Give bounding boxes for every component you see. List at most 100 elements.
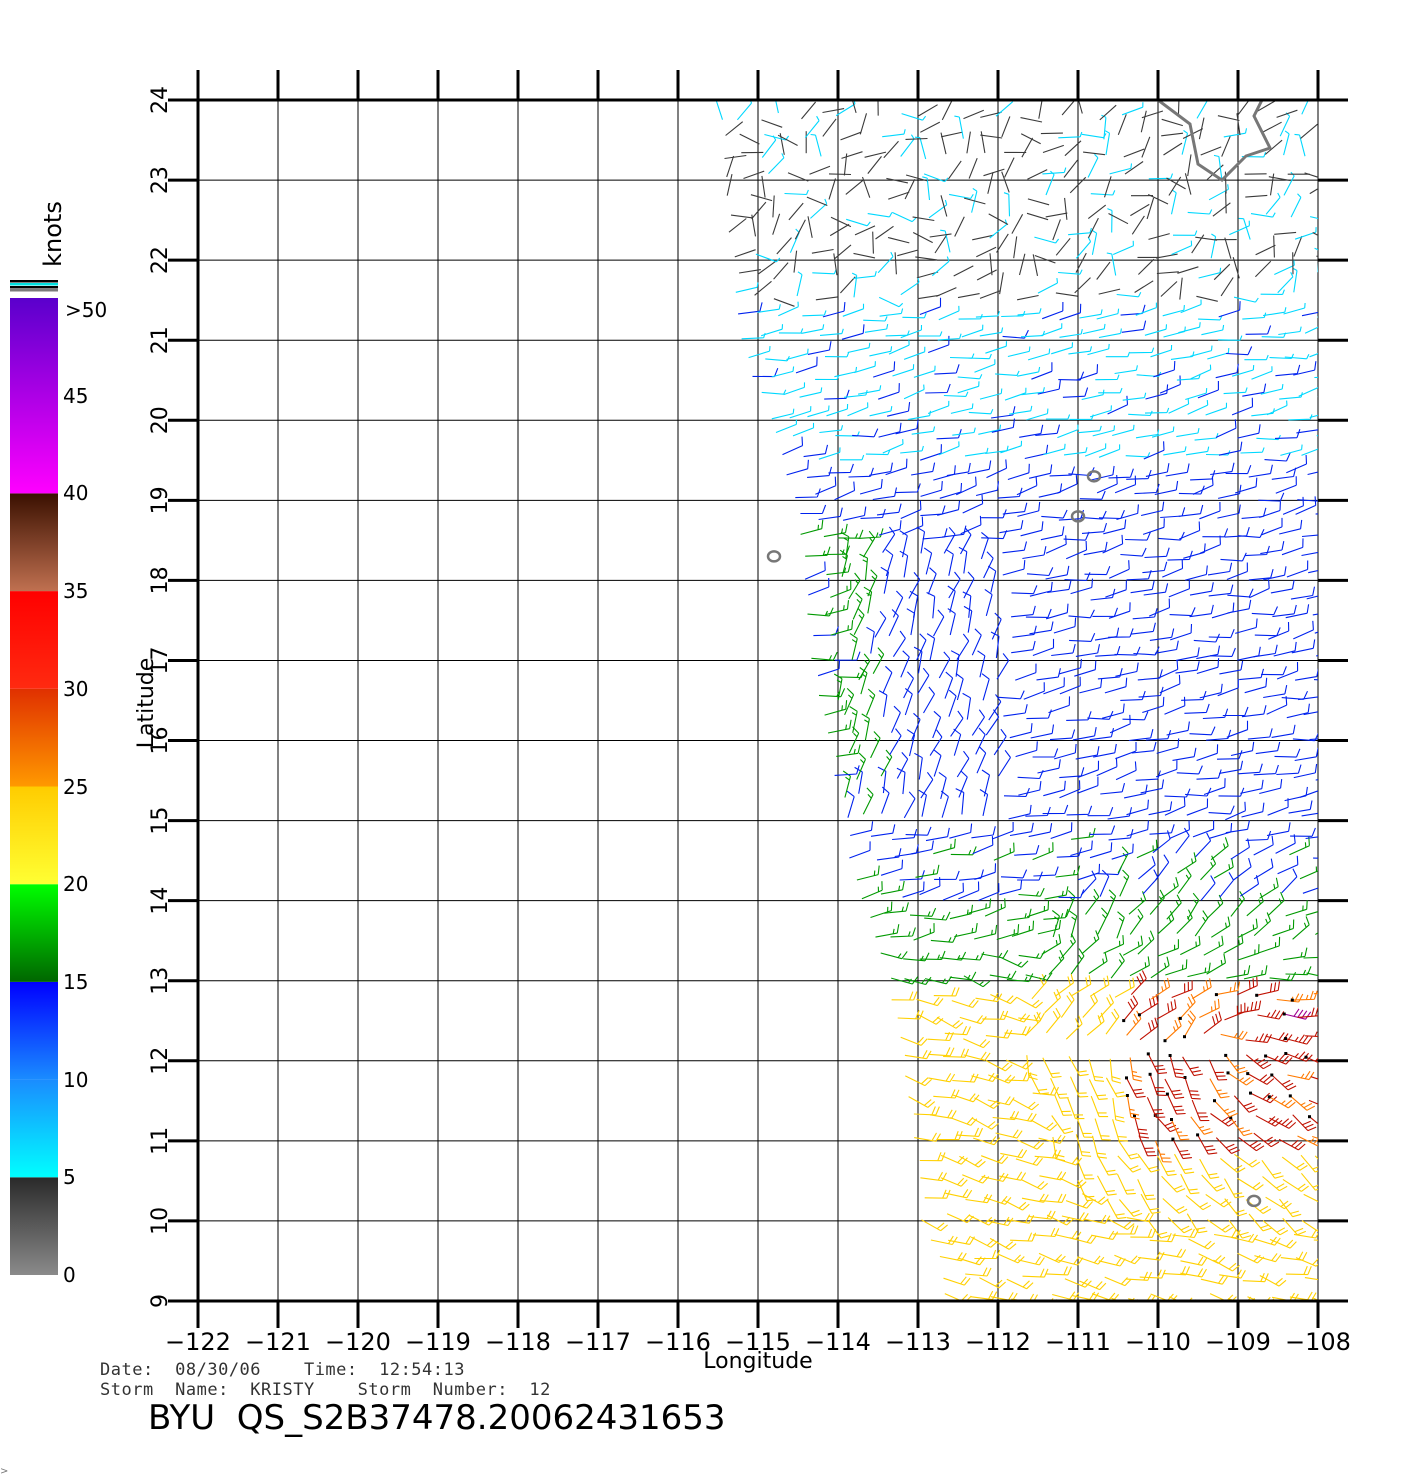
wind-barb (1292, 990, 1318, 1001)
wind-barb (828, 173, 852, 176)
wind-barb (959, 1015, 987, 1025)
wind-barb (1260, 289, 1285, 295)
wind-barb (755, 253, 781, 263)
wind-barb (1055, 292, 1078, 297)
wind-barb (919, 297, 942, 316)
wind-barb (1075, 236, 1092, 259)
wind-barb (872, 231, 874, 254)
wind-barb (1122, 935, 1144, 956)
wind-barb (1225, 1055, 1248, 1074)
x-axis-title: Longitude (703, 1349, 812, 1374)
wind-barb (1236, 976, 1258, 996)
wind-barb (804, 115, 820, 139)
wind-barb (851, 100, 857, 114)
wind-barb (1196, 295, 1218, 302)
wind-barb (1027, 169, 1048, 180)
rain-flag (1308, 1115, 1311, 1119)
wind-barb (1089, 825, 1116, 835)
wind-barb (1162, 305, 1185, 317)
corner-mark: > (0, 1466, 9, 1477)
wind-barb (1233, 296, 1259, 303)
wind-barb (715, 100, 724, 120)
wind-barb (1170, 1119, 1190, 1141)
wind-barb (1197, 381, 1219, 399)
wind-barb (992, 822, 1014, 840)
wind-barb (1155, 253, 1178, 259)
wind-barb (1251, 366, 1273, 380)
colorbar-label: 20 (63, 872, 89, 897)
x-tick-label: −116 (645, 1328, 711, 1356)
wind-barb (1300, 1172, 1318, 1191)
wind-barb (927, 567, 937, 595)
wind-barb (739, 269, 761, 274)
x-tick-label: −122 (165, 1328, 231, 1356)
wind-barb (900, 650, 910, 678)
wind-barb (972, 836, 994, 855)
wind-barb (823, 523, 848, 538)
wind-barb (1098, 288, 1121, 295)
wind-barb (1284, 1008, 1312, 1020)
wind-barb (1319, 330, 1341, 339)
wind-barb (1062, 387, 1089, 398)
wind-barb (1096, 474, 1118, 494)
wind-barb (1301, 551, 1318, 557)
y-tick-label: 16 (148, 727, 173, 755)
wind-barb (948, 193, 974, 200)
wind-barb (1226, 562, 1248, 581)
wind-barb (1187, 154, 1192, 177)
wind-barb (1299, 790, 1318, 798)
wind-barb (1205, 402, 1228, 416)
wind-barb (773, 262, 789, 280)
wind-barb (925, 827, 950, 842)
colorbar-band (10, 1079, 58, 1178)
wind-barb (1276, 661, 1299, 680)
wind-barb (1320, 300, 1342, 302)
wind-barb (1131, 741, 1157, 754)
wind-barb (1090, 190, 1116, 196)
wind-barb (1142, 518, 1165, 535)
wind-barb (1014, 845, 1040, 856)
wind-barb (933, 465, 956, 481)
wind-barb (900, 1036, 928, 1046)
wind-barb (851, 272, 858, 298)
wind-barb (911, 712, 921, 741)
wind-barb (1264, 139, 1283, 155)
wind-barb (991, 406, 1016, 419)
wind-barb (776, 237, 792, 255)
wind-barb (913, 923, 935, 941)
wind-barb (996, 924, 1020, 941)
wind-barb (1205, 1193, 1232, 1208)
wind-barb (1274, 429, 1301, 439)
wind-barb (818, 688, 846, 698)
wind-barb (1189, 604, 1214, 618)
wind-barb (1255, 260, 1272, 278)
wind-barb (990, 993, 1018, 1005)
wind-barb (818, 507, 843, 521)
wind-barb (1011, 585, 1038, 595)
wind-barb (1277, 272, 1294, 294)
wind-barb (1235, 618, 1258, 634)
wind-barb (1091, 230, 1098, 255)
wind-barb (1214, 1100, 1239, 1118)
wind-barb (1083, 1214, 1111, 1224)
wind-barb (1017, 366, 1041, 377)
wind-barb (1107, 208, 1113, 233)
wind-barb (1021, 137, 1034, 158)
wind-barb (815, 476, 837, 495)
wind-barb (875, 924, 900, 938)
wind-barb (1123, 995, 1139, 1021)
map-grid (197, 99, 1319, 1302)
colorbar-band (10, 1177, 58, 1275)
wind-barb (1257, 1009, 1285, 1020)
wind-barb (1245, 325, 1272, 335)
wind-barb (1225, 346, 1253, 356)
wind-barb (882, 439, 904, 454)
y-tick-label: 18 (148, 566, 173, 594)
wind-barb (995, 370, 1020, 376)
wind-barb (1289, 1095, 1316, 1111)
wind-barb (1112, 1119, 1128, 1142)
wind-barb (948, 571, 961, 599)
wind-barb (1250, 1092, 1278, 1104)
wind-barb (1164, 1078, 1185, 1099)
wind-barb (743, 170, 765, 180)
